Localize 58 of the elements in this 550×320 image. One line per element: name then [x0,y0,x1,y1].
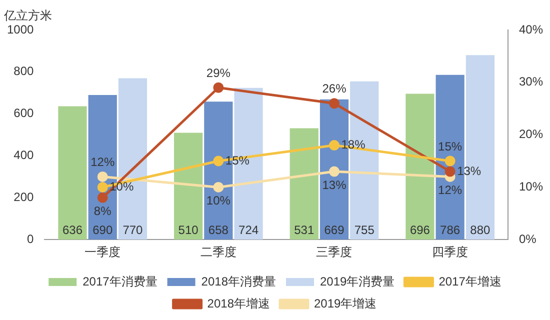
data-label: 13% [322,178,347,192]
data-label: 696 [410,222,430,237]
point [213,156,224,166]
y-tick-label: 800 [14,64,34,78]
data-label: 510 [178,222,199,237]
x-tick-label: 三季度 [316,245,352,260]
y-tick-label: 200 [14,190,34,204]
data-label: 755 [354,222,375,237]
legend-label: 2018年增速 [207,296,270,310]
bar [58,106,87,240]
legend-label: 2017年增速 [438,274,502,288]
y2-tick-label: 30% [518,74,544,89]
y-tick-label: 0 [27,232,34,246]
point [444,166,456,177]
data-label: 880 [470,222,491,237]
data-label: 724 [238,222,259,237]
legend-label: 2019年消费量 [320,274,395,288]
point [97,171,108,182]
data-label: 531 [294,222,314,237]
point [97,182,108,192]
point [329,140,340,151]
y2-tick-label: 40% [518,22,544,36]
x-tick-label: 二季度 [200,245,236,260]
y-tick-label: 600 [14,106,34,120]
data-label: 12% [438,183,462,198]
data-label: 12% [90,155,115,170]
legend-label: 2017年消费量 [82,274,158,288]
legend-label: 2018年消费量 [201,274,276,288]
y-tick-label: 400 [14,148,34,162]
point [329,98,340,109]
point [213,82,224,93]
data-label: 658 [208,222,229,237]
data-label: 29% [206,66,231,80]
data-label: 13% [457,164,482,178]
y2-tick-label: 0% [518,232,537,246]
data-label: 669 [324,222,345,237]
data-label: 636 [62,222,83,237]
y2-tick-label: 20% [518,127,544,142]
data-label: 26% [322,82,347,96]
x-tick-label: 四季度 [432,245,468,260]
y2-tick-label: 10% [518,180,544,194]
bar [290,128,318,240]
y-axis-title: 亿立方米 [3,8,52,22]
data-label: 786 [440,222,460,237]
data-label: 15% [438,139,462,154]
legend-label: 2019年增速 [314,296,377,310]
bar [406,94,434,240]
data-label: 690 [92,222,113,237]
data-label: 8% [94,204,112,218]
y-tick-label: 1000 [6,22,34,36]
point [213,182,224,192]
data-label: 770 [122,222,144,237]
bar [174,132,203,240]
x-tick-label: 一季度 [84,245,121,260]
point [329,166,340,177]
point [444,156,456,166]
point [97,192,108,203]
data-label: 10% [206,194,231,208]
